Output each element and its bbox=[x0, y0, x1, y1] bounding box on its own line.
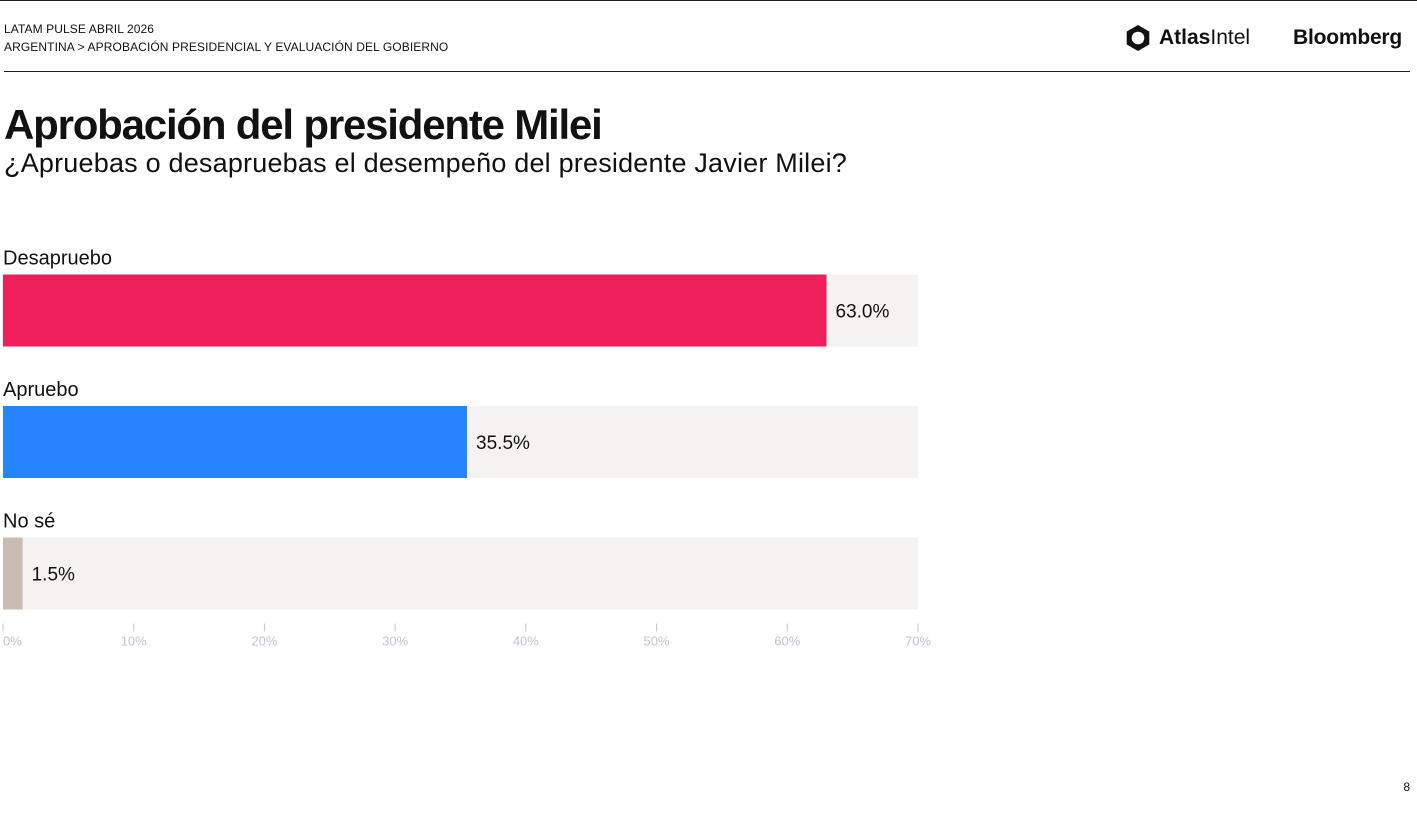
x-tick-label: 40% bbox=[513, 634, 539, 649]
bar-value-label: 63.0% bbox=[836, 302, 890, 323]
top-rule bbox=[0, 0, 1417, 1]
bloomberg-logo: Bloomberg bbox=[1293, 26, 1403, 49]
category-label: Desapruebo bbox=[3, 248, 112, 270]
page-number: 8 bbox=[1403, 780, 1410, 794]
x-tick-label: 20% bbox=[251, 634, 277, 649]
x-tick-label: 0% bbox=[3, 634, 22, 649]
report-title: LATAM PULSE ABRIL 2026 bbox=[4, 22, 155, 36]
page-title: Aprobación del presidente Milei bbox=[4, 101, 603, 148]
bar-value-label: 1.5% bbox=[32, 565, 75, 586]
category-label: No sé bbox=[3, 511, 55, 533]
x-tick-label: 10% bbox=[121, 634, 147, 649]
bar bbox=[3, 406, 468, 478]
atlas-logo-bold: Atlas bbox=[1159, 26, 1211, 49]
x-tick-label: 50% bbox=[644, 634, 670, 649]
bar-track bbox=[3, 537, 918, 610]
bar bbox=[3, 274, 827, 347]
approval-bar-chart: Desapruebo 63.0% Apruebo 35.5% No sé 1.5% 0% 10… bbox=[2, 248, 931, 649]
header-divider bbox=[4, 71, 1410, 72]
bar-value-label: 35.5% bbox=[476, 433, 530, 454]
x-tick-label: 60% bbox=[774, 634, 800, 649]
atlasintel-icon bbox=[1126, 25, 1150, 51]
atlasintel-logo: AtlasIntel bbox=[1124, 24, 1250, 52]
bar bbox=[3, 537, 23, 610]
category-label: Apruebo bbox=[3, 379, 79, 401]
breadcrumb: ARGENTINA > APROBACIÓN PRESIDENCIAL Y EV… bbox=[4, 40, 449, 54]
x-tick-label: 70% bbox=[905, 634, 931, 649]
page-subtitle: ¿Apruebas o desapruebas el desempeño del… bbox=[4, 148, 847, 178]
atlas-logo-regular: Intel bbox=[1210, 26, 1251, 49]
x-tick-label: 30% bbox=[382, 634, 408, 649]
